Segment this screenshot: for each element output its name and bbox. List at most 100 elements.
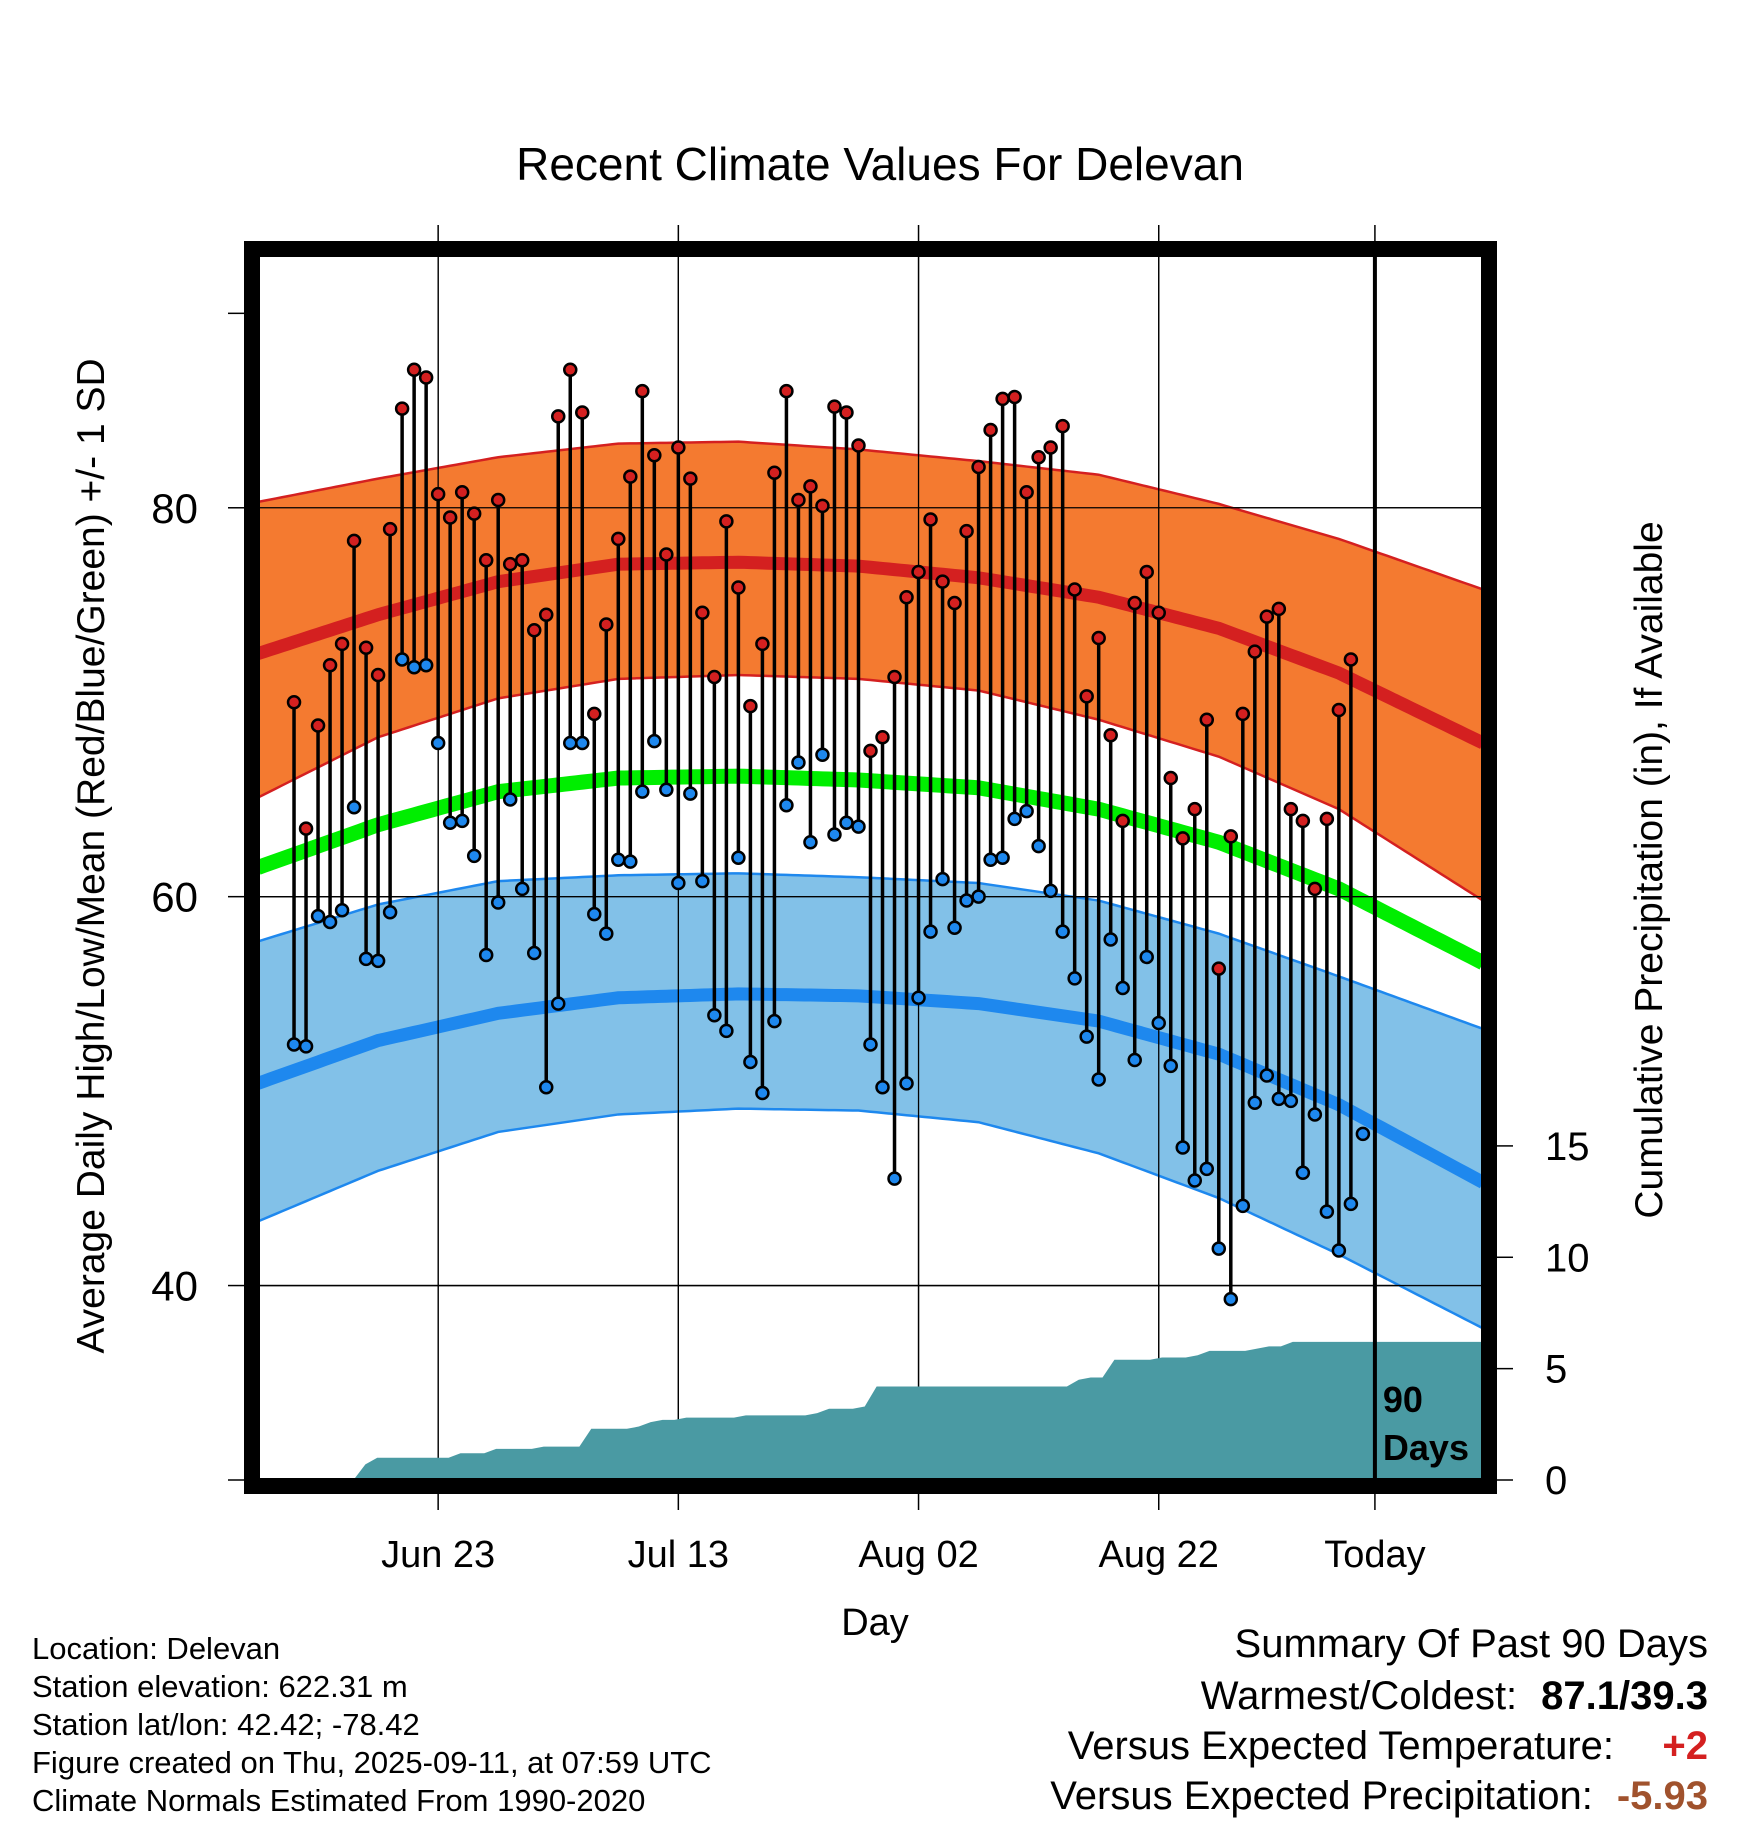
low-temp-point — [394, 652, 410, 667]
low-temp-point — [887, 1171, 902, 1186]
high-temp-point — [322, 658, 338, 673]
high-temp-point — [1307, 881, 1323, 897]
low-temp-point — [466, 848, 482, 864]
high-temp-point — [1007, 389, 1022, 405]
plot-area: 90 Days Jun 23 Jul 13 Aug 02 Aug 22 Today 40 60 8… — [151, 225, 1590, 1576]
high-temp-point — [334, 636, 350, 652]
high-temp-point — [1247, 644, 1263, 659]
high-temp-point — [587, 706, 602, 722]
high-temp-point — [1295, 813, 1311, 829]
summary-panel: Summary Of Past 90 Days Warmest/Coldest:… — [1050, 1622, 1708, 1824]
low-temp-point — [911, 990, 926, 1006]
high-temp-point — [863, 743, 878, 759]
high-temp-point — [430, 486, 446, 502]
low-temp-point — [1259, 1068, 1275, 1083]
high-temp-point — [899, 589, 914, 605]
high-temp-point — [1019, 484, 1034, 500]
high-temp-point — [1127, 595, 1142, 611]
high-temp-point — [1031, 449, 1046, 465]
high-temp-point — [478, 553, 494, 568]
high-temp-point — [442, 510, 458, 525]
high-temp-point — [1235, 706, 1251, 722]
low-temp-point — [767, 1013, 782, 1029]
high-temp-point — [983, 422, 998, 438]
low-temp-point — [779, 798, 794, 813]
precip-value: -5.93 — [1616, 1774, 1708, 1818]
latlon-text: Station lat/lon: 42.42; -78.42 — [32, 1707, 420, 1742]
daily-observations — [286, 362, 1371, 1307]
high-temp-point — [418, 370, 434, 385]
y2-tick-label: 15 — [1545, 1125, 1590, 1169]
low-temp-point — [599, 926, 614, 941]
high-temp-point — [1211, 961, 1227, 976]
precip-area — [294, 1341, 1483, 1480]
low-minus-sd-line — [258, 1107, 1483, 1330]
y-tick-label: 40 — [151, 1263, 198, 1310]
high-temp-point — [514, 553, 530, 568]
high-temp-point — [803, 479, 818, 494]
high-temp-point — [1055, 418, 1070, 434]
high-temp-point — [791, 492, 806, 508]
high-temp-point — [1091, 630, 1106, 646]
high-temp-point — [502, 556, 518, 572]
low-temp-point — [863, 1037, 878, 1052]
low-temp-point — [1163, 1058, 1178, 1074]
low-temp-point — [358, 951, 374, 967]
high-temp-point — [827, 399, 842, 414]
high-temp-point — [659, 547, 674, 562]
temp-label: Versus Expected Temperature: — [1067, 1724, 1614, 1768]
summary-row-warm-cold: Warmest/Coldest: 87.1/39.3 — [1050, 1674, 1708, 1724]
summary-row-precip: Versus Expected Precipitation: -5.93 — [1050, 1774, 1708, 1824]
high-temp-point — [851, 438, 866, 453]
low-temp-point — [1103, 932, 1118, 947]
x-tick-label: Today — [1324, 1534, 1425, 1576]
chart-title: Recent Climate Values For Delevan — [516, 138, 1244, 190]
high-temp-point — [647, 448, 662, 463]
low-temp-point — [1319, 1204, 1335, 1219]
low-temp-point — [1283, 1093, 1299, 1109]
high-temp-point — [635, 383, 650, 399]
high-temp-point — [526, 623, 542, 638]
high-temp-point — [815, 498, 830, 514]
location-text: Location: Delevan — [32, 1631, 281, 1666]
low-temp-point — [454, 813, 470, 829]
low-temp-point — [1127, 1052, 1142, 1068]
high-temp-point — [707, 669, 722, 685]
high-temp-point — [538, 607, 554, 622]
low-temp-point — [575, 735, 590, 751]
high-temp-point — [1223, 829, 1239, 844]
plot-frame — [244, 241, 1497, 1494]
low-temp-point — [683, 786, 698, 801]
high-temp-point — [1139, 564, 1154, 580]
low-temp-point — [1139, 949, 1154, 965]
high-temp-point — [370, 667, 386, 683]
high-temp-point — [875, 729, 890, 745]
low-temp-point — [1151, 1015, 1166, 1031]
low-temp-point — [406, 659, 422, 675]
low-temp-point — [563, 735, 578, 751]
high-temp-point — [1187, 801, 1203, 817]
high-temp-point — [1319, 811, 1335, 827]
low-temp-point — [695, 873, 710, 889]
low-temp-point — [1295, 1165, 1311, 1181]
high-sd-band — [258, 441, 1483, 901]
low-temp-point — [502, 792, 518, 807]
high-temp-point — [755, 636, 770, 652]
high-temp-point — [1151, 605, 1166, 621]
low-temp-point — [1175, 1140, 1191, 1155]
low-temp-point — [731, 850, 746, 866]
high-temp-point — [839, 405, 854, 420]
high-temp-point — [623, 469, 638, 484]
low-temp-point — [382, 904, 398, 920]
low-temp-point — [418, 658, 434, 673]
high-temp-point — [346, 533, 362, 549]
low-temp-point — [647, 733, 662, 749]
low-temp-point — [1247, 1095, 1263, 1111]
high-temp-point — [923, 512, 938, 527]
low-temp-point — [1187, 1173, 1203, 1188]
high-temp-point — [1283, 801, 1299, 817]
low-temp-point — [514, 881, 530, 897]
high-temp-point — [286, 694, 302, 710]
low-temp-point — [923, 924, 938, 939]
low-temp-point — [310, 908, 326, 924]
